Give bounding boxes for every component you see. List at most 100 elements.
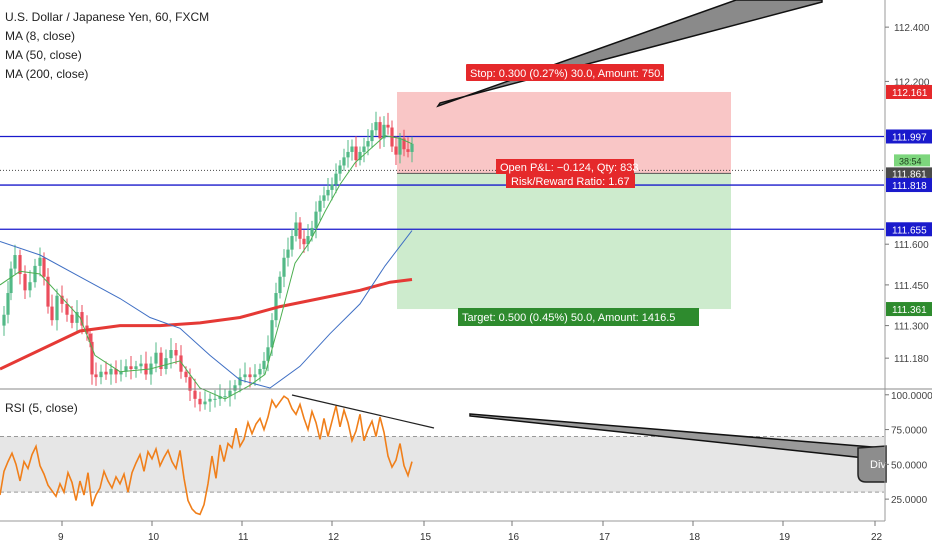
- study-rsi[interactable]: RSI (5, close): [5, 401, 78, 415]
- candle-body: [302, 238, 306, 245]
- candle-body: [394, 146, 398, 155]
- price-tick-label: 111.300: [894, 322, 929, 333]
- time-tick-label: 15: [420, 532, 432, 543]
- candle-body: [290, 236, 294, 250]
- horizontal-lines[interactable]: [0, 135, 884, 230]
- candle-body: [198, 398, 202, 405]
- candle-body: [60, 295, 64, 304]
- ma200-line: [0, 278, 413, 371]
- candle-body: [338, 165, 342, 174]
- candle-body: [75, 312, 79, 323]
- time-tick-label: 9: [58, 532, 64, 543]
- candle-body: [119, 371, 123, 375]
- ma8-line: [0, 135, 413, 400]
- candle-body: [406, 149, 410, 152]
- candle-body: [310, 227, 314, 237]
- candle-body: [218, 396, 222, 399]
- stop-label-text: Stop: 0.300 (0.27%) 30.0, Amount: 750.1: [470, 68, 669, 80]
- time-tick-label: 12: [328, 532, 340, 543]
- target-label-text: Target: 0.500 (0.45%) 50.0, Amount: 1416…: [462, 312, 675, 324]
- rr-label-text: Risk/Reward Ratio: 1.67: [511, 176, 630, 188]
- price-axis[interactable]: 112.400 112.200 111.600 111.450 111.300 111.1…: [885, 23, 932, 506]
- target-price-tag: [886, 302, 932, 317]
- candle-body: [99, 371, 103, 378]
- stop-label[interactable]: Stop: 0.300 (0.27%) 30.0, Amount: 750.1: [466, 64, 669, 81]
- candle-body: [314, 211, 318, 228]
- price-tick-label: 111.450: [894, 281, 929, 292]
- countdown-tag-text: 38:54: [899, 156, 922, 166]
- position-labels[interactable]: Stop: 0.300 (0.27%) 30.0, Amount: 750.1 …: [458, 64, 699, 326]
- study-ma50[interactable]: MA (50, close): [5, 48, 82, 62]
- rsi-divergence-line[interactable]: [291, 394, 435, 429]
- candle-body: [402, 138, 406, 150]
- candle-body: [154, 352, 158, 364]
- candle-body: [294, 222, 298, 237]
- time-tick-label: 19: [779, 532, 791, 543]
- rsi-tick-label: 75.0000: [891, 426, 928, 437]
- candle-body: [42, 257, 46, 277]
- candle-body: [322, 195, 326, 201]
- price-tick-label: 112.400: [894, 23, 930, 34]
- candle-body: [164, 358, 168, 370]
- candle-body: [134, 366, 138, 370]
- candle-body: [6, 293, 10, 315]
- candle-body: [46, 276, 50, 307]
- rsi-tick-label: 100.0000: [891, 391, 932, 402]
- pnl-label[interactable]: Open P&L: −0.124, Qty: 833 Risk/Reward R…: [496, 159, 639, 188]
- candle-body: [410, 143, 414, 152]
- rsi-tick-label: 25.0000: [891, 495, 928, 506]
- level1-price-tag-text: 111.997: [892, 132, 927, 143]
- ma50-line: [0, 230, 413, 389]
- candle-body: [278, 276, 282, 294]
- candle-body: [270, 320, 274, 348]
- candle-body: [286, 249, 290, 258]
- time-axis[interactable]: 9 10 11 12 15 16 17 18 19 22: [58, 521, 883, 543]
- study-ma8[interactable]: MA (8, close): [5, 29, 75, 43]
- drawings[interactable]: Div: [291, 0, 887, 483]
- rsi-pane: [0, 395, 884, 516]
- candle-body: [386, 124, 390, 128]
- candle-body: [350, 146, 354, 152]
- candle-body: [104, 371, 108, 375]
- candle-body: [262, 360, 266, 370]
- candle-body: [334, 173, 338, 185]
- candle-body: [184, 371, 188, 378]
- candle-body: [342, 157, 346, 166]
- trendline-top[interactable]: [436, 0, 823, 108]
- candle-body: [374, 122, 378, 131]
- candle-body: [33, 265, 37, 283]
- candle-body: [358, 151, 362, 161]
- study-ma200[interactable]: MA (200, close): [5, 67, 88, 81]
- divergence-callout[interactable]: [857, 445, 887, 483]
- level3-price-tag-text: 111.655: [892, 225, 927, 236]
- target-zone: [397, 173, 731, 310]
- candle-body: [366, 141, 370, 147]
- candle-body: [18, 255, 22, 275]
- candle-body: [203, 401, 207, 405]
- candle-body: [179, 355, 183, 372]
- candle-body: [354, 146, 358, 161]
- price-tick-label: 112.200: [894, 77, 930, 88]
- candle-body: [282, 257, 286, 277]
- time-tick-label: 16: [508, 532, 520, 543]
- candle-body: [9, 268, 13, 294]
- candle-body: [159, 352, 163, 370]
- candle-body: [233, 385, 237, 391]
- candle-body: [70, 314, 74, 323]
- target-label[interactable]: Target: 0.500 (0.45%) 50.0, Amount: 1416…: [458, 308, 699, 326]
- candle-body: [378, 122, 382, 139]
- candle-body: [109, 369, 113, 375]
- time-tick-label: 22: [871, 532, 883, 543]
- candle-body: [188, 377, 192, 391]
- rsi-tick-label: 50.0000: [891, 460, 928, 471]
- candle-body: [124, 366, 128, 372]
- countdown-tag: [894, 154, 930, 167]
- stop-price-tag: [886, 84, 932, 99]
- candle-body: [139, 363, 143, 367]
- symbol-title[interactable]: U.S. Dollar / Japanese Yen, 60, FXCM: [5, 10, 209, 24]
- time-tick-label: 18: [689, 532, 701, 543]
- candle-body: [223, 396, 227, 398]
- candle-body: [330, 184, 334, 190]
